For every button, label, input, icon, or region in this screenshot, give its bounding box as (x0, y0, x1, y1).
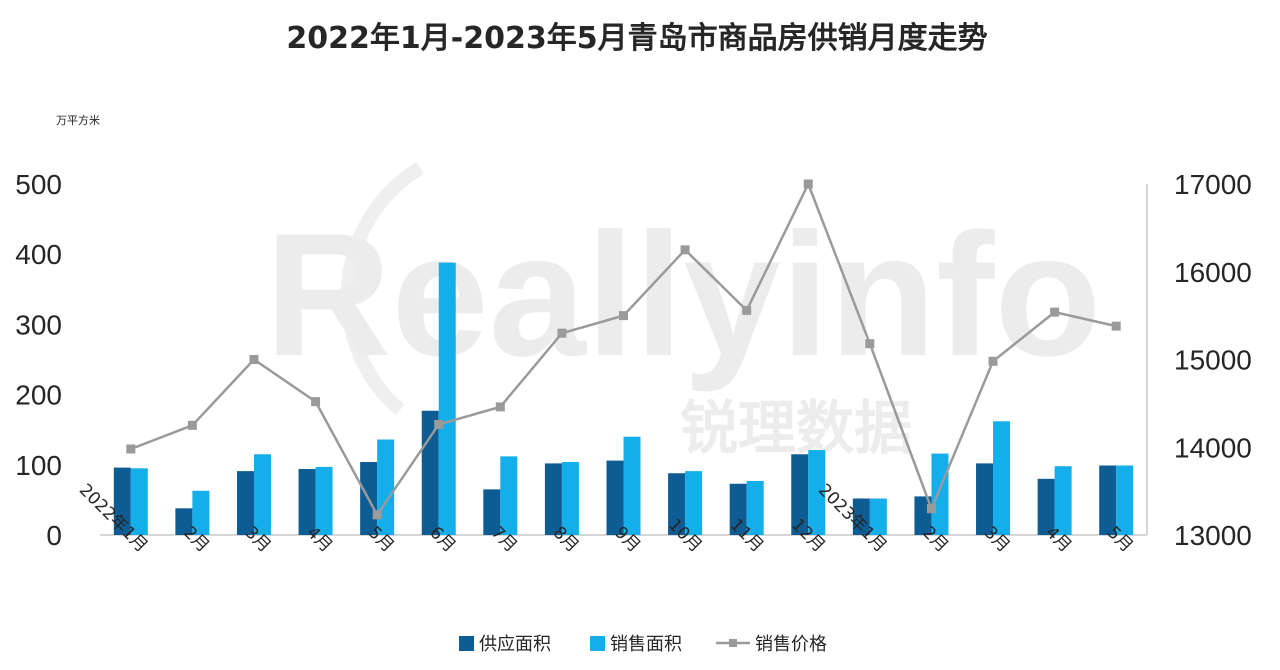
bar-sales-area (685, 471, 703, 535)
legend-label-supply: 供应面积 (479, 634, 551, 655)
y-axis-unit-label: 万平方米 (56, 113, 100, 127)
price-point-marker (926, 504, 936, 514)
right-axis-tick-label: 13000 (1174, 520, 1252, 551)
bar-supply-area (483, 489, 501, 535)
price-point-marker (434, 419, 444, 429)
price-point-marker (557, 328, 567, 338)
chart-title: 2022年1月-2023年5月青岛市商品房供销月度走势 (286, 21, 987, 56)
bar-supply-area (1099, 465, 1117, 535)
legend-swatch-sales (590, 636, 605, 651)
bar-sales-area (869, 498, 887, 535)
bar-sales-area (931, 453, 949, 535)
bar-supply-area (544, 463, 562, 535)
bar-supply-area (298, 469, 316, 535)
watermark-logo: Reallyinfo (265, 198, 1101, 393)
right-axis-tick-label: 16000 (1174, 257, 1252, 288)
bar-sales-area (746, 480, 764, 535)
price-point-marker (680, 245, 690, 255)
left-axis-tick-label: 500 (15, 169, 62, 200)
watermark: Reallyinfo 锐理数据 (265, 162, 1101, 462)
price-point-marker (311, 397, 321, 407)
right-axis-tick-label: 17000 (1174, 169, 1252, 200)
bar-sales-area (993, 421, 1011, 535)
bar-sales-area (808, 450, 826, 535)
right-axis-ticks: 13000 14000 15000 16000 17000 (1174, 169, 1252, 551)
bar-supply-area (606, 460, 624, 535)
left-axis-tick-label: 0 (46, 520, 62, 551)
price-point-marker (1050, 307, 1060, 317)
legend: 供应面积 销售面积 销售价格 (459, 634, 827, 655)
bar-supply-area (852, 498, 870, 535)
bar-supply-area (113, 467, 131, 535)
bar-sales-area (623, 436, 641, 535)
price-point-marker (249, 355, 259, 364)
legend-swatch-price-marker (729, 639, 737, 647)
left-axis-ticks: 0 100 200 300 400 500 (15, 169, 62, 551)
left-axis-tick-label: 400 (15, 239, 62, 270)
right-axis-tick-label: 15000 (1174, 345, 1252, 376)
bar-sales-area (315, 466, 333, 535)
price-point-marker (988, 356, 998, 366)
bar-supply-area (668, 473, 686, 535)
price-line-series (126, 179, 1121, 520)
bar-sales-area (192, 490, 210, 535)
legend-label-sales: 销售面积 (610, 634, 682, 655)
bar-supply-area (729, 483, 747, 535)
price-point-marker (372, 510, 382, 520)
price-point-marker (742, 305, 752, 315)
bar-supply-area (791, 454, 809, 535)
right-axis-tick-label: 14000 (1174, 432, 1252, 463)
price-point-marker (495, 402, 505, 412)
legend-label-price: 销售价格 (755, 634, 827, 655)
price-point-marker (126, 444, 136, 454)
bar-sales-area (500, 456, 518, 535)
watermark-arc (340, 162, 424, 416)
left-axis-tick-label: 200 (15, 380, 62, 411)
price-point-marker (1111, 321, 1121, 331)
price-point-marker (865, 339, 875, 349)
price-point-marker (187, 420, 197, 430)
price-point-marker (619, 311, 628, 321)
bar-sales-area (438, 262, 456, 535)
left-axis-tick-label: 300 (15, 309, 62, 340)
left-axis-tick-label: 100 (15, 450, 62, 481)
bar-supply-area (175, 508, 193, 535)
bar-sales-area (1054, 466, 1072, 535)
bar-supply-area (236, 471, 254, 535)
bar-sales-area (377, 439, 395, 535)
watermark-cn: 锐理数据 (680, 394, 912, 462)
bars (113, 262, 1134, 535)
bar-sales-area (253, 454, 271, 535)
price-point-marker (803, 179, 813, 189)
bar-supply-area (976, 463, 994, 535)
bar-supply-area (1037, 478, 1055, 535)
bar-sales-area (130, 468, 148, 535)
bar-sales-area (561, 461, 579, 535)
bar-sales-area (1116, 465, 1134, 535)
legend-swatch-supply (459, 636, 474, 651)
